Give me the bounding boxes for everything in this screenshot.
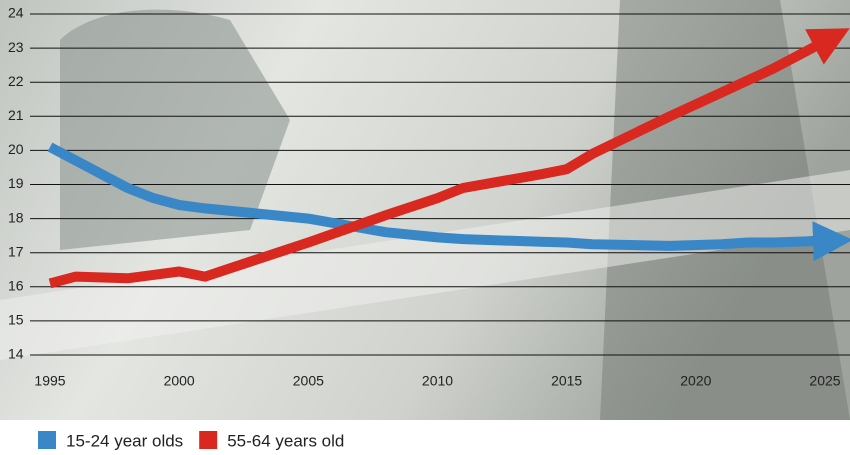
- y-tick-label: 22: [8, 73, 24, 89]
- legend-swatch: [38, 431, 56, 449]
- y-tick-label: 21: [8, 107, 24, 123]
- y-tick-label: 20: [8, 141, 24, 157]
- y-tick-label: 23: [8, 39, 24, 55]
- x-tick-label: 2025: [809, 373, 840, 389]
- legend-label: 55-64 years old: [227, 431, 344, 450]
- y-tick-label: 16: [8, 278, 24, 294]
- x-tick-label: 2000: [164, 373, 195, 389]
- plot: 14 15 16 17 18 19 20 21 22 23 24 1995 2000 2005 2010 20…: [8, 5, 850, 450]
- photo-shape: [0, 170, 850, 360]
- legend-label: 15-24 year olds: [66, 431, 183, 450]
- y-tick-label: 19: [8, 175, 24, 191]
- y-tick-label: 18: [8, 209, 24, 225]
- y-tick-label: 15: [8, 312, 24, 328]
- y-tick-label: 14: [8, 346, 24, 362]
- legend-swatch: [199, 431, 218, 449]
- x-tick-label: 1995: [34, 373, 65, 389]
- series-line: [47, 142, 850, 262]
- photo-shape: [60, 9, 290, 250]
- x-tick-label: 2020: [680, 373, 711, 389]
- x-tick-label: 2010: [422, 373, 453, 389]
- series-line: [48, 28, 850, 289]
- x-tick-label: 2015: [551, 373, 582, 389]
- x-tick-label: 2005: [293, 373, 324, 389]
- y-tick-label: 17: [8, 243, 24, 259]
- y-tick-label: 24: [8, 5, 24, 21]
